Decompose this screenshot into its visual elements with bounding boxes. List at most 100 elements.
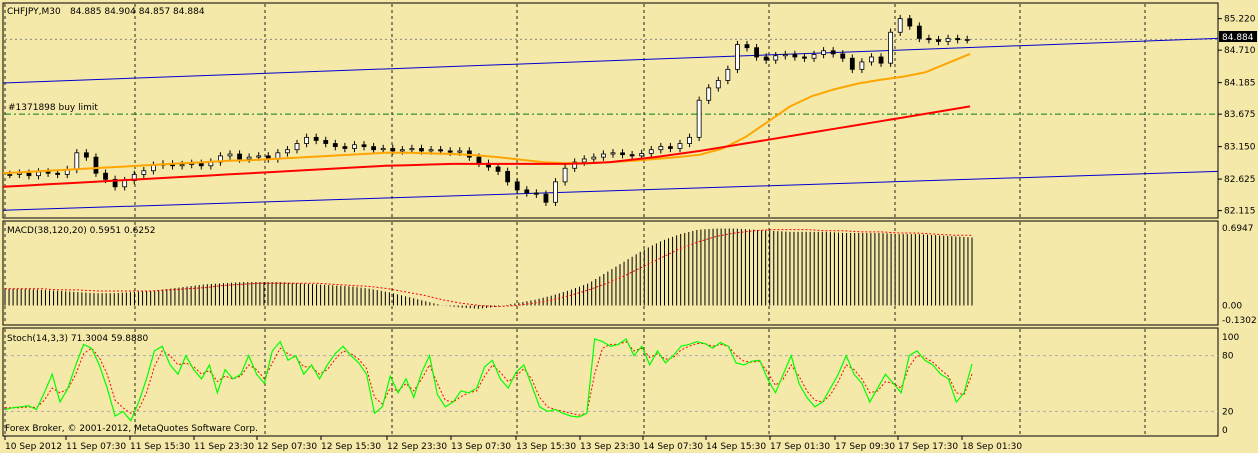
candle-body [323,140,329,144]
candle-body [888,31,894,64]
candle-body [332,143,338,148]
ohlc-readout: 84.885 84.904 84.857 84.884 [70,7,205,17]
candle-body [26,172,32,177]
macd-axis-label: -0.1302 [1222,316,1257,326]
candle-body [639,153,645,157]
time-axis-label: 12 Sep 23:30 [387,442,447,452]
candle-body [237,153,242,160]
candle-body [543,193,549,203]
candle-body [313,136,319,141]
candle-body [849,57,855,70]
candle-body [83,152,89,158]
candle-body [744,44,750,49]
price-axis-label: 82.625 [1224,175,1256,185]
candle-body [7,174,13,176]
candle-body [916,25,922,39]
candle-body [141,170,147,175]
candle-body [198,162,204,167]
candle-body [735,44,740,70]
candle-body [179,164,185,167]
candle-body [438,149,444,152]
candle-body [763,56,769,61]
channel-lower-line [2,170,1219,211]
time-axis-label: 18 Sep 01:30 [962,442,1022,452]
candle-body [754,47,759,58]
candle-body [648,149,654,154]
candle-body [591,156,597,160]
channel-upper-line [2,37,1219,84]
copyright-text: Forex Broker, © 2001-2012, MetaQuotes So… [5,424,258,434]
candle-body [936,39,941,42]
candle-body [830,50,836,55]
candle-body [907,18,913,27]
macd-panel-title: MACD(38,120,20) 0.5951 0.6252 [7,226,156,236]
stoch-panel-title: Stoch(14,3,3) 71.3004 59.8880 [7,334,148,344]
candle-body [572,161,578,169]
vertical-grid [4,4,1146,435]
candle-body [361,144,367,148]
candle-body [811,54,817,59]
candle-body [869,56,874,63]
time-axis-label: 13 Sep 23:30 [580,442,640,452]
candle-body [447,150,453,153]
candle-body [926,38,932,41]
candle-body [505,170,511,183]
candle-body [840,53,846,59]
candle-body [419,148,424,152]
candle-body [409,148,415,151]
candle-body [687,136,692,144]
price-axis-label: 85.220 [1224,15,1256,25]
candle-body [859,61,865,70]
candle-body [342,146,348,149]
time-axis-label: 17 Sep 01:30 [770,442,830,452]
time-axis-label: 13 Sep 07:30 [451,442,511,452]
candle-body [658,146,664,151]
current-price-label: 84.884 [1222,33,1254,43]
candle-body [457,150,463,153]
candle-body [524,189,530,194]
stoch-axis-label: 20 [1222,407,1234,417]
macd-axis-label: 0.6947 [1222,224,1254,234]
candle-body [562,167,568,183]
candle-body [610,152,616,155]
time-axis-label: 11 Sep 15:30 [130,442,190,452]
time-axis-label: 12 Sep 07:30 [257,442,317,452]
candle-body [878,56,884,64]
candle-body [112,178,118,188]
candle-body [399,149,405,152]
time-axis-label: 14 Sep 07:30 [643,442,703,452]
candle-body [352,144,357,149]
time-axis-label: 17 Sep 09:30 [835,442,895,452]
candle-body [706,87,712,101]
time-axis-label: 14 Sep 15:30 [706,442,766,452]
candle-body [620,152,625,156]
candle-body [428,149,434,152]
candle-body [227,153,233,157]
order-label: #1371898 buy limit [8,103,98,113]
candle-body [964,39,970,41]
time-axis-label: 12 Sep 15:30 [321,442,381,452]
candle-body [773,55,779,61]
candle-body [151,164,156,172]
time-axis-label: 11 Sep 07:30 [66,442,126,452]
candle-body [55,172,61,175]
current-price-tag [1219,31,1257,42]
candle-body [696,99,702,138]
price-axis-label: 83.150 [1224,143,1256,153]
price-panel-title: CHFJPY,M30 [7,7,61,17]
candle-body [782,54,788,57]
macd-layer: 0.6947 0.00 -0.1302 [4,224,1257,326]
candle-body [294,143,300,151]
candle-body [792,54,798,58]
candle-body [390,148,396,152]
candle-body [74,152,80,170]
candle-body [514,181,520,191]
candle-body [256,155,262,158]
time-axis-label: 13 Sep 15:30 [516,442,576,452]
candle-body [36,171,41,177]
candle-body [476,156,482,164]
price-axis-label: 84.185 [1224,79,1256,89]
candle-body [668,146,673,149]
time-axis-label: 17 Sep 17:30 [898,442,958,452]
